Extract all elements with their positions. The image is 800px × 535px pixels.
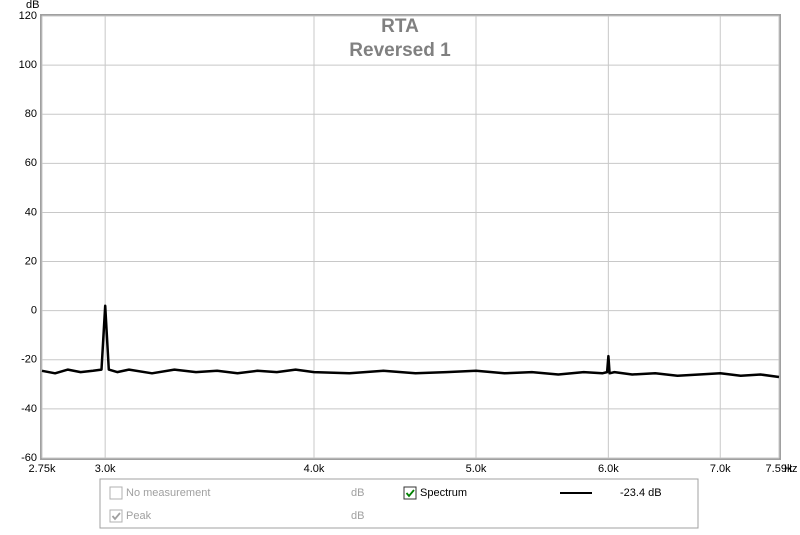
y-tick-label: 60 <box>25 157 37 169</box>
legend-label: No measurement <box>126 487 210 499</box>
y-tick-label: -20 <box>21 354 37 366</box>
y-tick-label: 40 <box>25 206 37 218</box>
x-tick-label: 6.0k <box>598 463 619 475</box>
legend-readout: -23.4 dB <box>620 487 662 499</box>
x-tick-label: 7.59k <box>766 463 793 475</box>
legend-checkbox[interactable] <box>403 486 417 500</box>
legend-unit: dB <box>351 487 364 499</box>
legend-unit: dB <box>351 510 364 522</box>
plot-frame <box>40 14 781 460</box>
legend-checkbox[interactable] <box>109 509 123 523</box>
y-tick-label: 80 <box>25 108 37 120</box>
chart-title: RTA <box>381 16 419 37</box>
chart-subtitle: Reversed 1 <box>349 40 451 61</box>
legend-label: Spectrum <box>420 487 467 499</box>
x-tick-label: 7.0k <box>710 463 731 475</box>
y-tick-label: 0 <box>31 305 37 317</box>
x-axis-label: Hz <box>784 463 797 475</box>
legend-label: Peak <box>126 510 152 522</box>
y-tick-label: 120 <box>19 10 37 22</box>
y-tick-label: 20 <box>25 255 37 267</box>
legend-checkbox-check <box>405 489 415 498</box>
legend-checkbox-check <box>111 512 121 521</box>
y-tick-label: -40 <box>21 403 37 415</box>
legend-checkbox[interactable] <box>109 486 123 500</box>
spectrum-line <box>41 304 780 379</box>
y-tick-label: 100 <box>19 59 37 71</box>
legend-box <box>99 478 699 529</box>
x-tick-label: 5.0k <box>466 463 487 475</box>
x-tick-label: 2.75k <box>29 463 56 475</box>
x-tick-label: 4.0k <box>304 463 325 475</box>
y-tick-label: -60 <box>21 452 37 464</box>
y-axis-label: dB <box>26 0 39 11</box>
x-tick-label: 3.0k <box>95 463 116 475</box>
